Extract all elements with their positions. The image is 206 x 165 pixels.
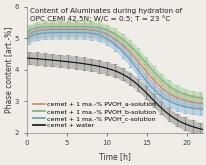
cemet + 1 ma.-% PVOH_b-solution bbox=[152, 71, 155, 73]
cemet + 1 ma.-% PVOH_b-solution bbox=[201, 97, 203, 99]
cemet + 1 ma.-% PVOH_c-solution bbox=[83, 32, 85, 34]
Line: cemet + 1 ma.-% PVOH_a-solution: cemet + 1 ma.-% PVOH_a-solution bbox=[27, 29, 202, 103]
cemet + 1 ma.-% PVOH_b-solution bbox=[136, 52, 138, 54]
cemet + 1 ma.-% PVOH_a-solution bbox=[153, 81, 156, 82]
cemet + 1 ma.-% PVOH_c-solution bbox=[201, 108, 203, 110]
cemet + 1 ma.-% PVOH_a-solution bbox=[136, 60, 138, 62]
cemet + 1 ma.-% PVOH_a-solution bbox=[46, 29, 49, 31]
cemet + 1 ma.-% PVOH_b-solution bbox=[25, 32, 28, 33]
cemet + water bbox=[152, 100, 154, 102]
cemet + 1 ma.-% PVOH_b-solution bbox=[153, 72, 156, 74]
cemet + 1 ma.-% PVOH_b-solution bbox=[95, 26, 98, 28]
cemet + 1 ma.-% PVOH_c-solution bbox=[25, 38, 28, 40]
X-axis label: Time [h]: Time [h] bbox=[98, 152, 130, 161]
Line: cemet + 1 ma.-% PVOH_b-solution: cemet + 1 ma.-% PVOH_b-solution bbox=[27, 27, 202, 98]
cemet + 1 ma.-% PVOH_b-solution bbox=[46, 26, 49, 28]
cemet + 1 ma.-% PVOH_c-solution bbox=[153, 90, 156, 92]
cemet + water bbox=[153, 100, 155, 102]
cemet + 1 ma.-% PVOH_a-solution bbox=[68, 28, 70, 30]
Text: Content of Aluminates during hydration of
OPC CEMI 42.5N; W/C = 0.5; T = 23 °C: Content of Aluminates during hydration o… bbox=[30, 8, 181, 22]
cemet + water bbox=[136, 83, 138, 85]
cemet + water bbox=[201, 129, 203, 131]
cemet + 1 ma.-% PVOH_c-solution bbox=[46, 32, 49, 34]
cemet + 1 ma.-% PVOH_a-solution bbox=[201, 102, 203, 104]
cemet + water bbox=[82, 63, 85, 65]
cemet + 1 ma.-% PVOH_c-solution bbox=[152, 89, 155, 91]
Legend: cemet + 1 ma.-% PVOH_a-solution, cemet + 1 ma.-% PVOH_b-solution, cemet + 1 ma.-: cemet + 1 ma.-% PVOH_a-solution, cemet +… bbox=[33, 101, 156, 128]
Line: cemet + water: cemet + water bbox=[27, 58, 202, 130]
cemet + 1 ma.-% PVOH_a-solution bbox=[25, 36, 28, 38]
cemet + 1 ma.-% PVOH_c-solution bbox=[69, 32, 71, 33]
cemet + 1 ma.-% PVOH_b-solution bbox=[83, 26, 85, 28]
cemet + 1 ma.-% PVOH_b-solution bbox=[68, 26, 71, 28]
cemet + 1 ma.-% PVOH_c-solution bbox=[95, 33, 98, 35]
cemet + water bbox=[46, 59, 49, 61]
cemet + 1 ma.-% PVOH_a-solution bbox=[152, 80, 155, 82]
Y-axis label: Phase content [art.-%]: Phase content [art.-%] bbox=[4, 26, 13, 113]
cemet + 1 ma.-% PVOH_c-solution bbox=[136, 69, 138, 71]
cemet + water bbox=[95, 65, 97, 67]
cemet + 1 ma.-% PVOH_a-solution bbox=[83, 29, 85, 31]
cemet + water bbox=[25, 57, 28, 59]
Line: cemet + 1 ma.-% PVOH_c-solution: cemet + 1 ma.-% PVOH_c-solution bbox=[27, 33, 202, 109]
cemet + 1 ma.-% PVOH_a-solution bbox=[95, 30, 98, 32]
